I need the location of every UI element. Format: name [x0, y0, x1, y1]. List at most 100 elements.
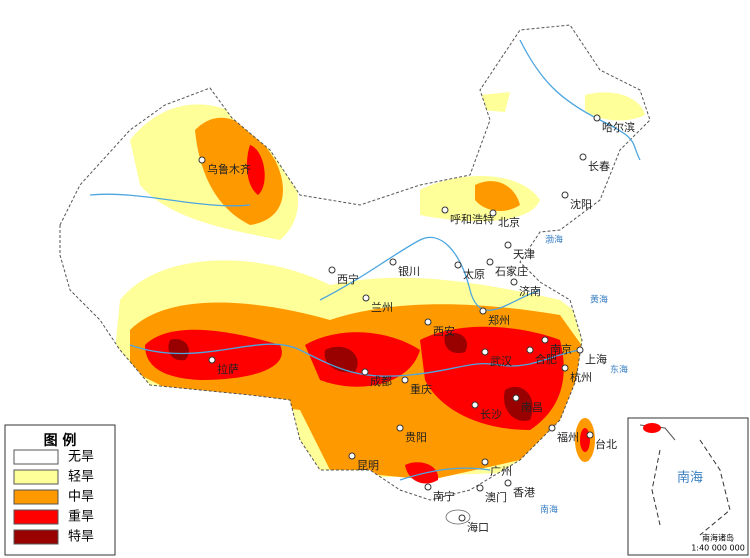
city-marker	[576, 346, 584, 354]
legend-swatch	[13, 469, 59, 485]
city-marker	[526, 346, 534, 354]
city-marker	[198, 156, 206, 164]
city-marker	[504, 479, 512, 487]
inset-box	[627, 417, 749, 556]
city-marker	[561, 191, 569, 199]
city-label: 香港	[513, 486, 535, 499]
city-label: 杭州	[570, 370, 592, 384]
inset-line	[651, 439, 731, 536]
city-label: 太原	[463, 268, 485, 281]
city-marker	[424, 318, 432, 326]
city-label: 昆明	[357, 459, 379, 472]
city-label: 银川	[398, 264, 420, 278]
city-marker	[471, 401, 479, 409]
drought-area	[246, 145, 265, 195]
city-marker	[586, 431, 594, 439]
city-marker	[579, 153, 587, 161]
city-label: 贵阳	[405, 431, 427, 444]
city-marker	[593, 114, 601, 122]
legend-title: 图 例	[44, 432, 77, 449]
city-marker	[476, 484, 484, 492]
legend-swatch	[13, 509, 59, 525]
legend-swatch	[13, 489, 59, 505]
city-marker	[548, 424, 556, 432]
city-label: 西宁	[337, 272, 359, 286]
drought-area	[305, 332, 420, 387]
city-label: 兰州	[371, 301, 393, 314]
city-marker	[361, 368, 369, 376]
city-marker	[504, 241, 512, 249]
city-marker	[489, 209, 497, 217]
city-label: 济南	[519, 284, 541, 298]
inset-sea: 南海	[677, 470, 703, 486]
city-label: 拉萨	[217, 362, 239, 376]
city-label: 长沙	[480, 408, 502, 421]
legend-swatch	[13, 449, 59, 465]
drought-area	[480, 92, 510, 112]
city-label: 北京	[498, 215, 520, 229]
city-label: 西安	[433, 324, 455, 338]
city-marker	[424, 483, 432, 491]
city-label: 重庆	[410, 382, 432, 396]
drought-area	[168, 339, 190, 361]
inset-area	[643, 423, 661, 433]
drought-area	[585, 92, 645, 121]
city-label: 天津	[513, 248, 535, 261]
legend-label: 重旱	[68, 509, 94, 525]
city-marker	[348, 452, 356, 460]
city-marker	[481, 458, 489, 466]
city-label: 哈尔滨	[602, 120, 635, 134]
city-marker	[486, 258, 494, 266]
city-label: 乌鲁木齐	[207, 162, 251, 176]
city-label: 呼和浩特	[450, 212, 494, 226]
sea-label: 东海	[610, 364, 628, 376]
city-marker	[362, 294, 370, 302]
legend-label: 特旱	[68, 530, 94, 545]
drought-area	[195, 117, 283, 225]
city-marker	[512, 394, 520, 402]
city-label: 澳门	[485, 490, 507, 504]
city-marker	[441, 206, 449, 214]
drought-area	[444, 332, 468, 354]
city-label: 石家庄	[495, 264, 528, 278]
city-marker	[401, 376, 409, 384]
city-label: 武汉	[490, 355, 512, 368]
city-label: 福州	[557, 430, 579, 444]
city-marker	[481, 348, 489, 356]
city-marker	[389, 258, 397, 266]
legend-label: 中旱	[68, 490, 94, 505]
drought-area	[504, 386, 533, 421]
city-marker	[458, 514, 466, 522]
city-label: 南京	[550, 342, 572, 356]
city-label: 南昌	[521, 401, 543, 414]
city-marker	[396, 424, 404, 432]
city-marker	[561, 364, 569, 372]
taiwan-core	[580, 428, 590, 452]
city-label: 成都	[370, 375, 392, 388]
city-label: 海口	[467, 520, 489, 534]
legend-label: 轻旱	[68, 470, 94, 485]
city-marker	[510, 278, 518, 286]
sea-label: 渤海	[545, 234, 563, 246]
city-marker	[479, 307, 487, 315]
inset-title: 南海诸岛	[702, 533, 734, 543]
city-label: 台北	[595, 437, 617, 451]
drought-area	[405, 462, 439, 484]
city-label: 郑州	[488, 313, 510, 327]
city-label: 沈阳	[570, 197, 592, 211]
sea-label: 黄海	[590, 294, 608, 306]
city-label: 广州	[490, 465, 512, 478]
city-label: 南宁	[433, 489, 455, 503]
city-marker	[541, 336, 549, 344]
legend-swatch	[13, 529, 59, 545]
city-marker	[454, 261, 462, 269]
city-label: 合肥	[535, 352, 557, 366]
city-marker	[328, 266, 336, 274]
city-label: 长春	[588, 160, 610, 173]
legend-label: 无旱	[68, 450, 94, 465]
city-marker	[208, 356, 216, 364]
